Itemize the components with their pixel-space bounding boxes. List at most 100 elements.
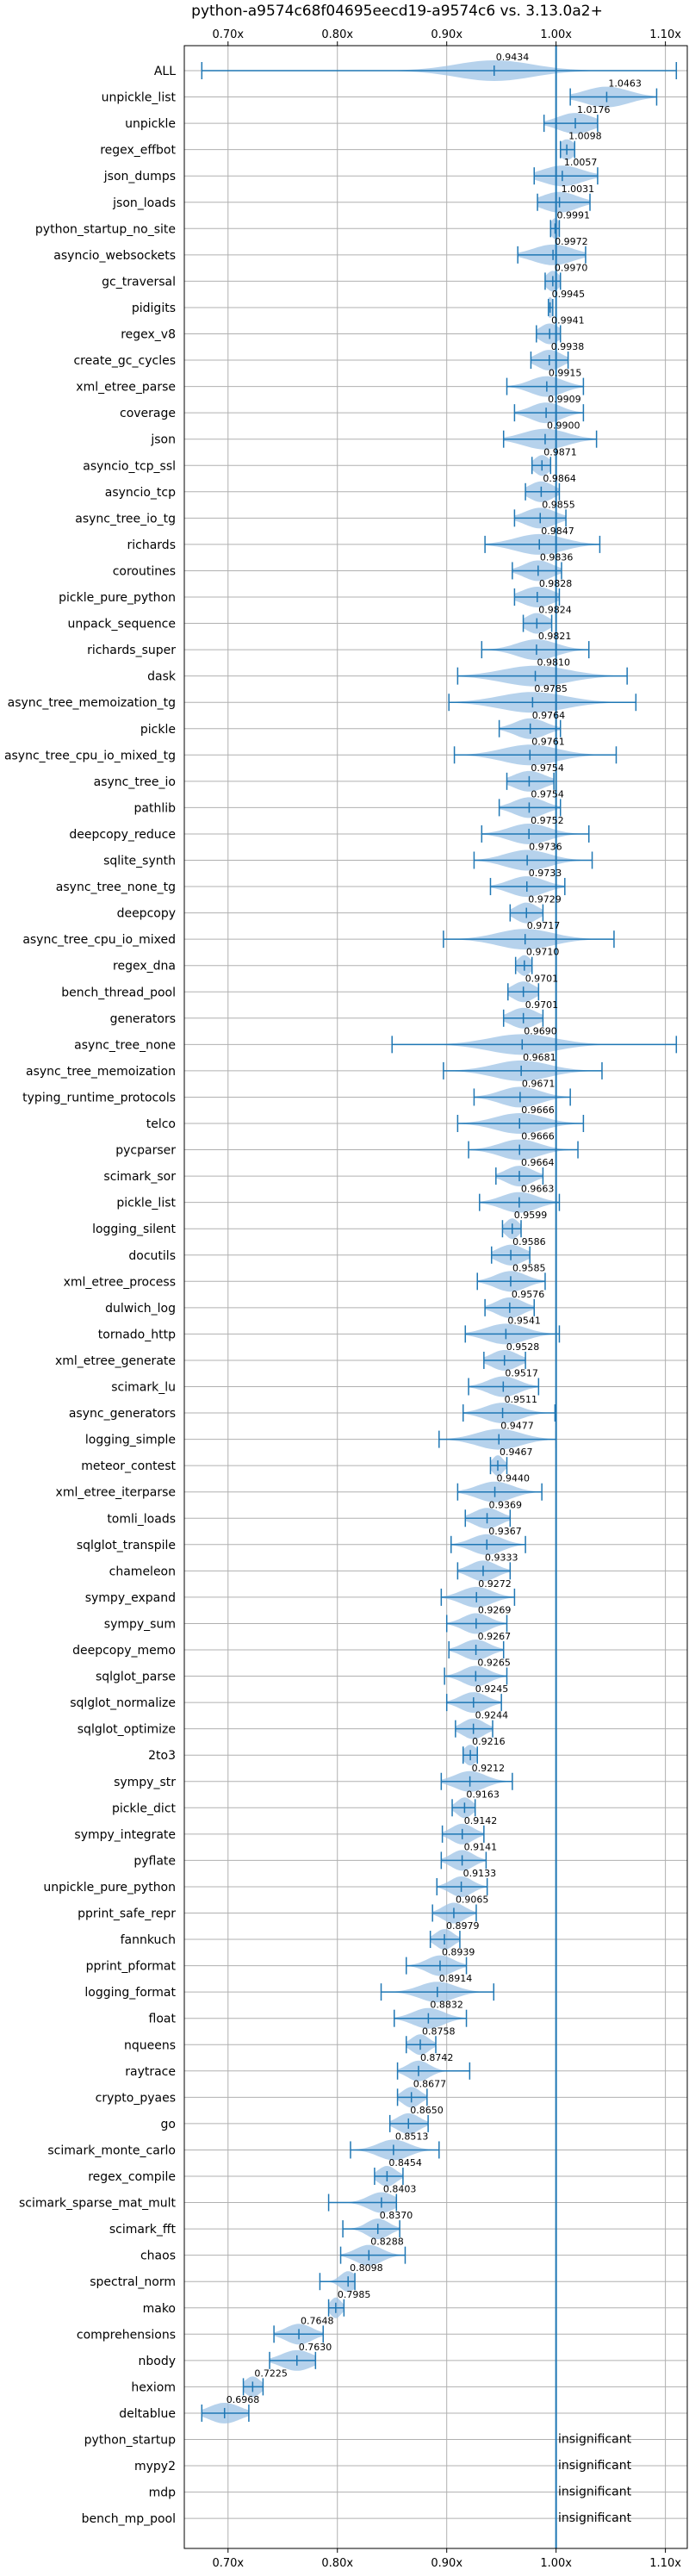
benchmark-label: sympy_str [114,1776,176,1789]
value-label: 0.8939 [442,1947,475,1958]
value-label: 0.9212 [472,1763,506,1774]
value-label: 0.9729 [528,894,562,905]
benchmark-label: xml_etree_process [64,1275,176,1289]
benchmark-label: json [150,433,176,447]
value-label: 0.9836 [540,551,574,563]
benchmark-label: async_generators [69,1407,176,1421]
value-label: 0.9810 [537,657,571,669]
value-label: 0.9267 [478,1631,512,1642]
value-label: 0.9785 [534,683,568,694]
benchmark-label: mako [143,2302,176,2316]
value-label: 0.9710 [526,947,560,958]
benchmark-label: async_tree_memoization_tg [8,696,176,710]
value-label: 0.9467 [500,1447,533,1458]
value-label: 0.8370 [380,2210,413,2221]
benchmark-label: spectral_norm [90,2275,176,2289]
value-label: 0.9701 [525,999,559,1011]
value-label: 0.9142 [464,1815,498,1826]
benchmark-label: create_gc_cycles [73,354,176,368]
value-label: 0.9065 [456,1895,489,1906]
benchmark-label: regex_compile [88,2170,176,2184]
benchmark-label: asyncio_tcp [105,486,176,500]
value-label: 0.9864 [543,473,576,484]
value-label: 0.9367 [488,1526,522,1537]
benchmark-label: logging_format [84,1986,176,2000]
benchmark-label: bench_thread_pool [61,986,176,999]
benchmark-label: asyncio_tcp_ssl [83,459,176,473]
benchmark-label: tornado_http [98,1328,176,1341]
value-label: 0.9163 [466,1789,500,1800]
value-label: 0.8454 [388,2157,422,2168]
benchmark-label: crypto_pyaes [96,2091,176,2105]
value-label: 0.9511 [505,1394,538,1405]
value-label: 1.0031 [562,184,595,195]
value-label: 0.9265 [477,1658,511,1669]
value-label: 0.9828 [539,578,573,589]
value-label: 0.9663 [521,1184,555,1195]
value-label: 0.7648 [301,2315,334,2326]
benchmark-label: gc_traversal [102,275,176,289]
value-label: 0.9871 [543,446,577,457]
value-label: 0.9855 [542,499,575,510]
insignificant-label: insignificant [558,2433,632,2447]
benchmark-label: pycparser [115,1144,176,1158]
benchmark-label: pickle_dict [112,1801,177,1815]
benchmark-label: python_startup [84,2434,176,2448]
value-label: 0.9541 [507,1315,541,1326]
benchmark-label: async_tree_none [74,1038,176,1052]
value-label: 0.9528 [506,1341,540,1353]
x-tick-label-bottom: 1.00x [540,2557,572,2570]
benchmark-label: sqlglot_normalize [70,1696,176,1710]
benchmark-label: richards [127,538,177,552]
benchmark-label: 2to3 [148,1749,176,1763]
benchmark-label: python_startup_no_site [35,222,176,236]
plot-frame [183,45,688,2549]
benchmark-label: bench_mp_pool [82,2512,176,2526]
benchmark-label: async_tree_io_tg [75,512,176,526]
value-label: 0.8098 [350,2262,383,2274]
x-tick-label-top: 0.70x [212,28,244,41]
benchmark-label: sqlglot_parse [96,1671,176,1684]
value-label: 0.9333 [485,1552,518,1563]
benchmark-label: logging_simple [85,1434,176,1447]
value-label: 0.6968 [227,2394,260,2405]
benchmark-label: pickle_list [116,1197,176,1210]
value-label: 0.9272 [478,1578,512,1590]
value-label: 0.8832 [430,2000,463,2011]
value-label: 0.9216 [472,1736,506,1747]
value-label: 0.9754 [531,762,564,774]
benchmark-label: regex_effbot [100,144,176,158]
benchmark-label: async_tree_cpu_io_mixed_tg [4,749,176,762]
benchmark-label: pidigits [132,302,176,315]
benchmark-label: deepcopy [117,907,176,921]
value-label: 0.9754 [531,788,564,800]
benchmark-label: chameleon [109,1565,176,1578]
benchmark-label: sqlite_synth [103,855,176,868]
benchmark-label: scimark_fft [109,2223,177,2237]
value-label: 1.0463 [608,78,642,90]
value-label: 0.9664 [521,1157,555,1168]
x-tick-label-top: 1.10x [649,28,681,41]
benchmark-label: richards_super [87,644,176,657]
benchmark-label: scimark_sparse_mat_mult [19,2197,176,2211]
x-tick-label-top: 0.90x [431,28,462,41]
benchmark-label: typing_runtime_protocols [22,1091,176,1104]
benchmark-label: sympy_expand [85,1591,176,1605]
value-label: 0.9764 [532,710,566,721]
x-tick-label-bottom: 0.70x [212,2557,244,2570]
value-label: 0.9733 [529,868,562,879]
value-label: 0.9244 [475,1710,509,1721]
value-label: 1.0098 [568,131,602,142]
benchmark-label: coverage [120,407,176,420]
benchmark-label: raytrace [125,2065,176,2079]
value-label: 0.8403 [383,2184,417,2195]
value-label: 0.9369 [489,1499,523,1510]
benchmark-label: sympy_sum [104,1617,176,1631]
value-label: 0.9690 [524,1025,557,1036]
benchmark-label: comprehensions [77,2328,176,2342]
value-label: 0.9736 [529,842,562,853]
value-label: 0.9681 [523,1052,556,1063]
benchmark-label: deepcopy_memo [72,1644,176,1658]
value-label: 0.9945 [552,289,586,300]
